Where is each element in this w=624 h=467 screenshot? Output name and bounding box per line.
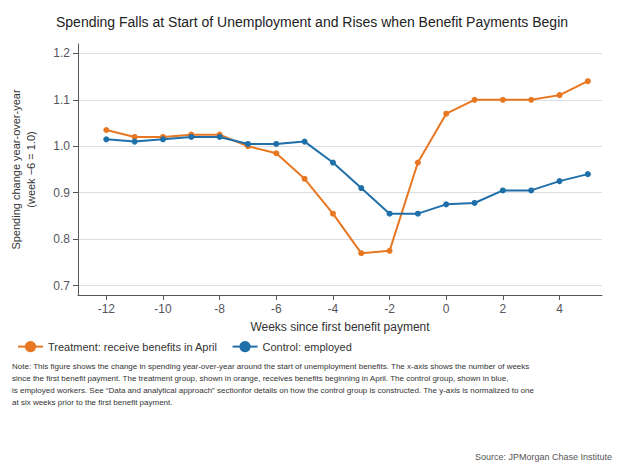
svg-text:at six weeks prior to the firs: at six weeks prior to the first benefit … bbox=[12, 398, 173, 407]
svg-text:-10: -10 bbox=[154, 302, 172, 316]
svg-text:-6: -6 bbox=[271, 302, 282, 316]
svg-text:Spending change year-over-year: Spending change year-over-year bbox=[10, 89, 22, 250]
svg-text:2: 2 bbox=[500, 302, 507, 316]
svg-text:1.2: 1.2 bbox=[53, 46, 70, 60]
svg-text:Source: JPMorgan Chase Institu: Source: JPMorgan Chase Institute bbox=[475, 452, 612, 462]
svg-text:0.9: 0.9 bbox=[53, 186, 70, 200]
svg-text:-8: -8 bbox=[214, 302, 225, 316]
svg-text:Treatment: receive benefits in: Treatment: receive benefits in April bbox=[48, 341, 217, 353]
svg-text:is employed workers. See “Data: is employed workers. See “Data and analy… bbox=[12, 386, 534, 395]
svg-text:0.8: 0.8 bbox=[53, 232, 70, 246]
svg-text:-4: -4 bbox=[328, 302, 339, 316]
svg-text:0: 0 bbox=[443, 302, 450, 316]
svg-text:Note: This figure shows the ch: Note: This figure shows the change in sp… bbox=[12, 362, 529, 371]
svg-text:(week −6 = 1.0): (week −6 = 1.0) bbox=[25, 131, 37, 207]
svg-text:Spending Falls at Start of Une: Spending Falls at Start of Unemployment … bbox=[56, 14, 568, 30]
svg-text:0.7: 0.7 bbox=[53, 279, 70, 293]
svg-text:Control: employed: Control: employed bbox=[263, 341, 352, 353]
svg-text:Weeks since first benefit paym: Weeks since first benefit payment bbox=[250, 320, 430, 334]
svg-text:1.1: 1.1 bbox=[53, 93, 70, 107]
svg-text:1.0: 1.0 bbox=[53, 139, 70, 153]
svg-text:-12: -12 bbox=[98, 302, 116, 316]
svg-text:since the first benefit paymen: since the first benefit payment. The tre… bbox=[12, 374, 508, 383]
svg-text:4: 4 bbox=[556, 302, 563, 316]
svg-text:-2: -2 bbox=[384, 302, 395, 316]
